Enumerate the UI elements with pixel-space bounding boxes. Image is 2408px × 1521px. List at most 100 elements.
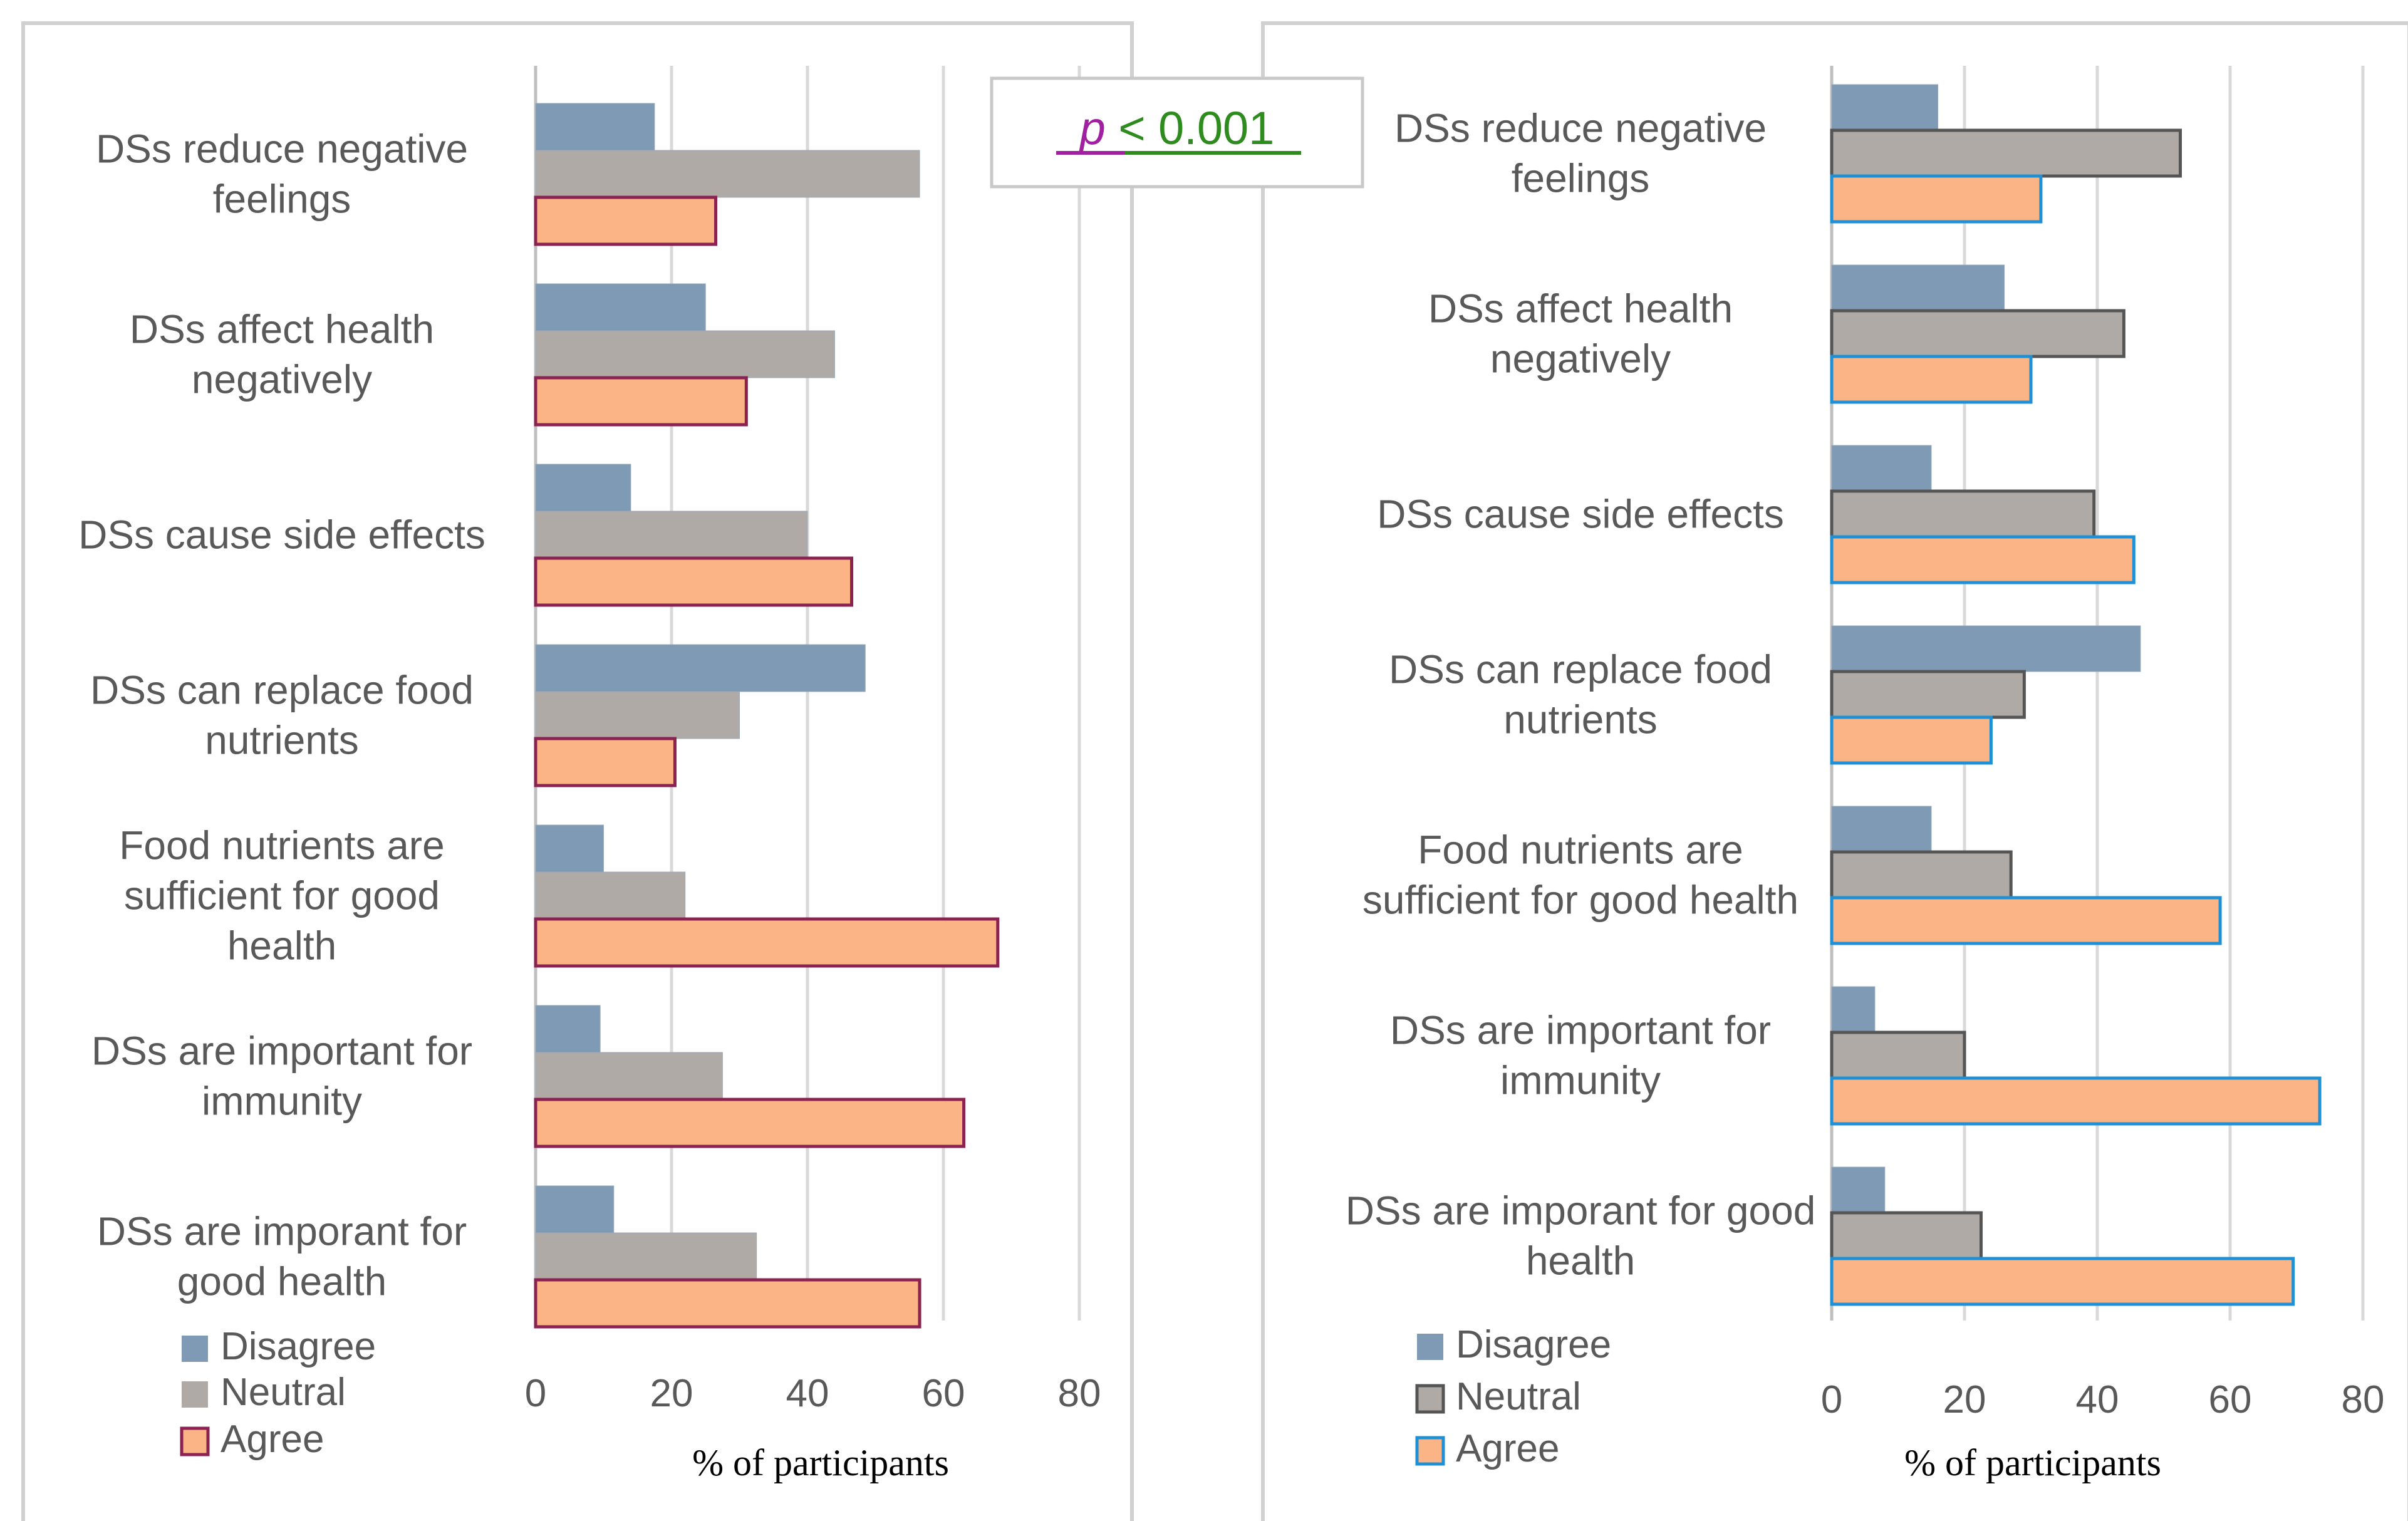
bar-neutral: [1830, 1211, 1983, 1260]
bar-agree: [1830, 174, 2043, 224]
legend-label-agree: Agree: [221, 1418, 324, 1461]
category-label-line: Food nutrients are: [119, 823, 444, 868]
category-label-line: negatively: [192, 357, 372, 402]
category-label: DSs reduce negative feelings: [96, 127, 468, 222]
legend-swatch-disagree: [1417, 1334, 1443, 1360]
bar-neutral: [535, 691, 740, 739]
legend-swatch-agree: [1415, 1436, 1445, 1466]
category-label-line: feelings: [1512, 156, 1650, 201]
bar-disagree: [1831, 445, 1932, 492]
p-value-threshold: < 0.001: [1106, 102, 1275, 154]
x-tick-label: 80: [1058, 1372, 1101, 1415]
x-tick-label: 20: [1943, 1378, 1986, 1421]
category-label-line: DSs are imporant for: [97, 1209, 467, 1254]
bar-neutral: [535, 1052, 723, 1100]
bar-disagree: [1831, 625, 2141, 672]
bar-disagree: [535, 283, 706, 331]
category-label-line: sufficient for good health: [1362, 878, 1798, 923]
x-tick-label: 80: [2342, 1378, 2385, 1421]
category-label: Food nutrients are sufficient for good he…: [1362, 828, 1798, 923]
bar-agree: [1830, 1076, 2322, 1126]
bar-disagree: [535, 103, 655, 151]
category-label-line: DSs cause side effects: [78, 512, 485, 558]
p-value-symbol: p: [1079, 102, 1106, 154]
category-label: DSs are important for immunity: [91, 1029, 472, 1124]
category-label-line: health: [227, 923, 336, 968]
x-axis-title: % of participants: [1904, 1442, 2161, 1483]
category-label-line: DSs reduce negative: [1394, 106, 1767, 151]
category-label-line: DSs affect health: [1428, 286, 1733, 331]
category-label-line: DSs affect health: [130, 307, 434, 352]
x-tick-label: 40: [2076, 1378, 2119, 1421]
bar-agree: [1830, 355, 2033, 404]
legend-label-agree: Agree: [1456, 1427, 1559, 1470]
bar-disagree: [535, 824, 604, 873]
bar-disagree: [1831, 806, 1932, 853]
category-label-line: immunity: [1500, 1058, 1661, 1103]
p-value-text: p < 0.001: [1079, 102, 1275, 154]
bar-disagree: [1831, 1166, 1886, 1213]
legend-swatch-neutral: [1415, 1384, 1445, 1414]
category-label-line: DSs are important for: [91, 1029, 472, 1074]
category-label-line: DSs can replace food: [90, 668, 474, 713]
bar-disagree: [535, 1185, 615, 1233]
legend-label-neutral: Neutral: [221, 1371, 346, 1414]
p-value-annotation: p < 0.001: [990, 76, 1364, 189]
x-tick-label: 60: [2209, 1378, 2252, 1421]
category-label: DSs affect health negatively: [1428, 286, 1733, 382]
category-label-line: health: [1526, 1238, 1635, 1284]
bar-neutral: [1830, 309, 2125, 358]
x-tick-label: 40: [786, 1372, 829, 1415]
category-label-line: good health: [177, 1259, 387, 1304]
bar-agree: [1830, 1257, 2295, 1306]
category-label-line: DSs cause side effects: [1377, 492, 1784, 537]
category-label-line: negatively: [1490, 336, 1671, 382]
category-label-line: feelings: [213, 177, 351, 222]
bar-agree: [1830, 715, 1993, 765]
x-tick-label: 60: [922, 1372, 965, 1415]
bar-neutral: [1830, 850, 2013, 900]
legend-swatch-disagree: [182, 1336, 208, 1362]
category-label: DSs cause side effects: [78, 512, 485, 558]
bar-disagree: [535, 1005, 601, 1053]
bar-agree: [534, 195, 718, 246]
category-label: DSs can replace food nutrients: [1389, 647, 1772, 742]
category-label: DSs affect health negatively: [130, 307, 434, 402]
category-label: DSs cause side effects: [1377, 492, 1784, 537]
category-label-line: DSs are important for: [1390, 1008, 1771, 1053]
bar-disagree: [1831, 986, 1876, 1033]
category-label-line: Food nutrients are: [1418, 828, 1743, 873]
bar-agree: [1830, 535, 2136, 584]
bar-agree: [534, 737, 677, 787]
x-axis-title: % of participants: [692, 1442, 949, 1483]
bar-neutral: [535, 871, 686, 920]
category-label-line: sufficient for good: [124, 873, 440, 918]
category-label-line: DSs are imporant for good: [1346, 1188, 1816, 1233]
bar-neutral: [1830, 670, 2026, 719]
x-tick-label: 0: [525, 1372, 546, 1415]
category-label-line: immunity: [202, 1079, 362, 1124]
category-label-line: nutrients: [205, 718, 358, 763]
bar-disagree: [1831, 264, 2005, 311]
bar-neutral: [535, 1232, 757, 1280]
legend-swatch-neutral: [182, 1381, 208, 1408]
category-label-line: DSs reduce negative: [96, 127, 468, 172]
bar-agree: [534, 1278, 921, 1329]
bar-neutral: [535, 150, 920, 198]
bar-agree: [534, 556, 854, 607]
bar-neutral: [535, 511, 808, 559]
category-label: DSs are imporant for good health: [1346, 1188, 1816, 1284]
category-label-line: nutrients: [1503, 697, 1657, 742]
bar-disagree: [1831, 84, 1939, 131]
legend-swatch-agree: [180, 1426, 210, 1456]
bar-disagree: [535, 644, 866, 692]
legend-label-neutral: Neutral: [1456, 1375, 1581, 1418]
bar-neutral: [535, 330, 835, 378]
bar-neutral: [1830, 128, 2182, 178]
legend-label-disagree: Disagree: [221, 1325, 376, 1368]
x-tick-label: 0: [1821, 1378, 1842, 1421]
bar-disagree: [535, 464, 631, 512]
category-label: DSs can replace food nutrients: [90, 668, 474, 763]
